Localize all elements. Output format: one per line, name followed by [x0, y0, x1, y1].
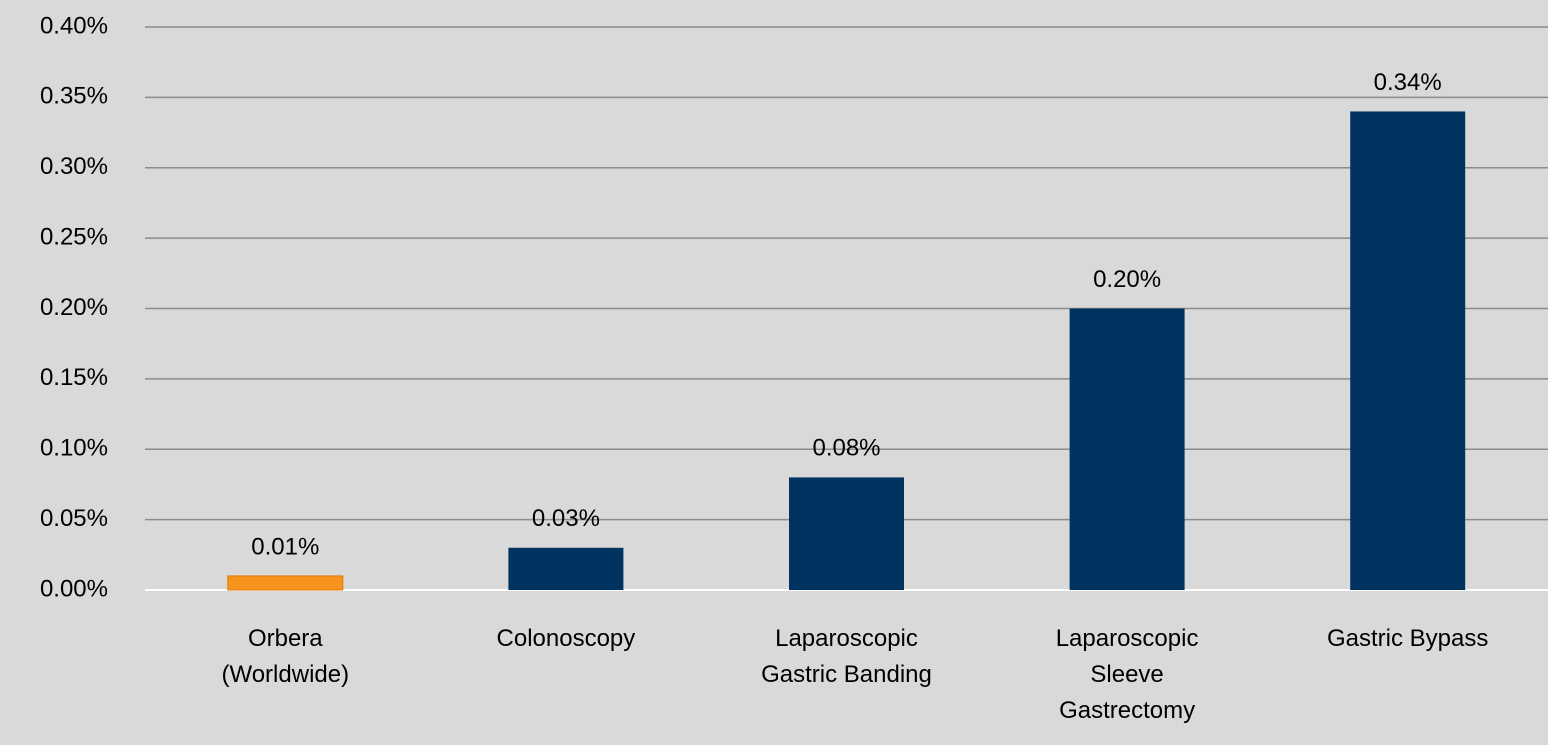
x-tick-label: Laparoscopic Sleeve Gastrectomy	[1056, 625, 1199, 724]
x-tick-label: Colonoscopy	[497, 625, 636, 652]
bar	[789, 477, 904, 590]
bar	[227, 575, 344, 591]
x-tick-label: Gastric Bypass	[1327, 625, 1488, 652]
value-label: 0.34%	[1374, 69, 1442, 96]
y-tick-label: 0.25%	[40, 223, 108, 250]
y-tick-label: 0.00%	[40, 575, 108, 602]
value-label: 0.20%	[1093, 266, 1161, 293]
x-tick-label: Orbera (Worldwide)	[222, 625, 350, 688]
value-label: 0.03%	[532, 505, 600, 532]
value-label: 0.08%	[812, 435, 880, 462]
y-tick-label: 0.15%	[40, 364, 108, 391]
y-tick-label: 0.10%	[40, 435, 108, 462]
y-tick-label: 0.30%	[40, 153, 108, 180]
y-tick-label: 0.35%	[40, 83, 108, 110]
y-tick-label: 0.05%	[40, 505, 108, 532]
value-label: 0.01%	[251, 533, 319, 560]
bar	[1350, 111, 1466, 590]
x-tick-label: Laparoscopic Gastric Banding	[761, 625, 932, 688]
y-tick-label: 0.20%	[40, 294, 108, 321]
bar	[508, 547, 624, 590]
bar	[1069, 308, 1185, 590]
y-tick-label: 0.40%	[40, 12, 108, 39]
